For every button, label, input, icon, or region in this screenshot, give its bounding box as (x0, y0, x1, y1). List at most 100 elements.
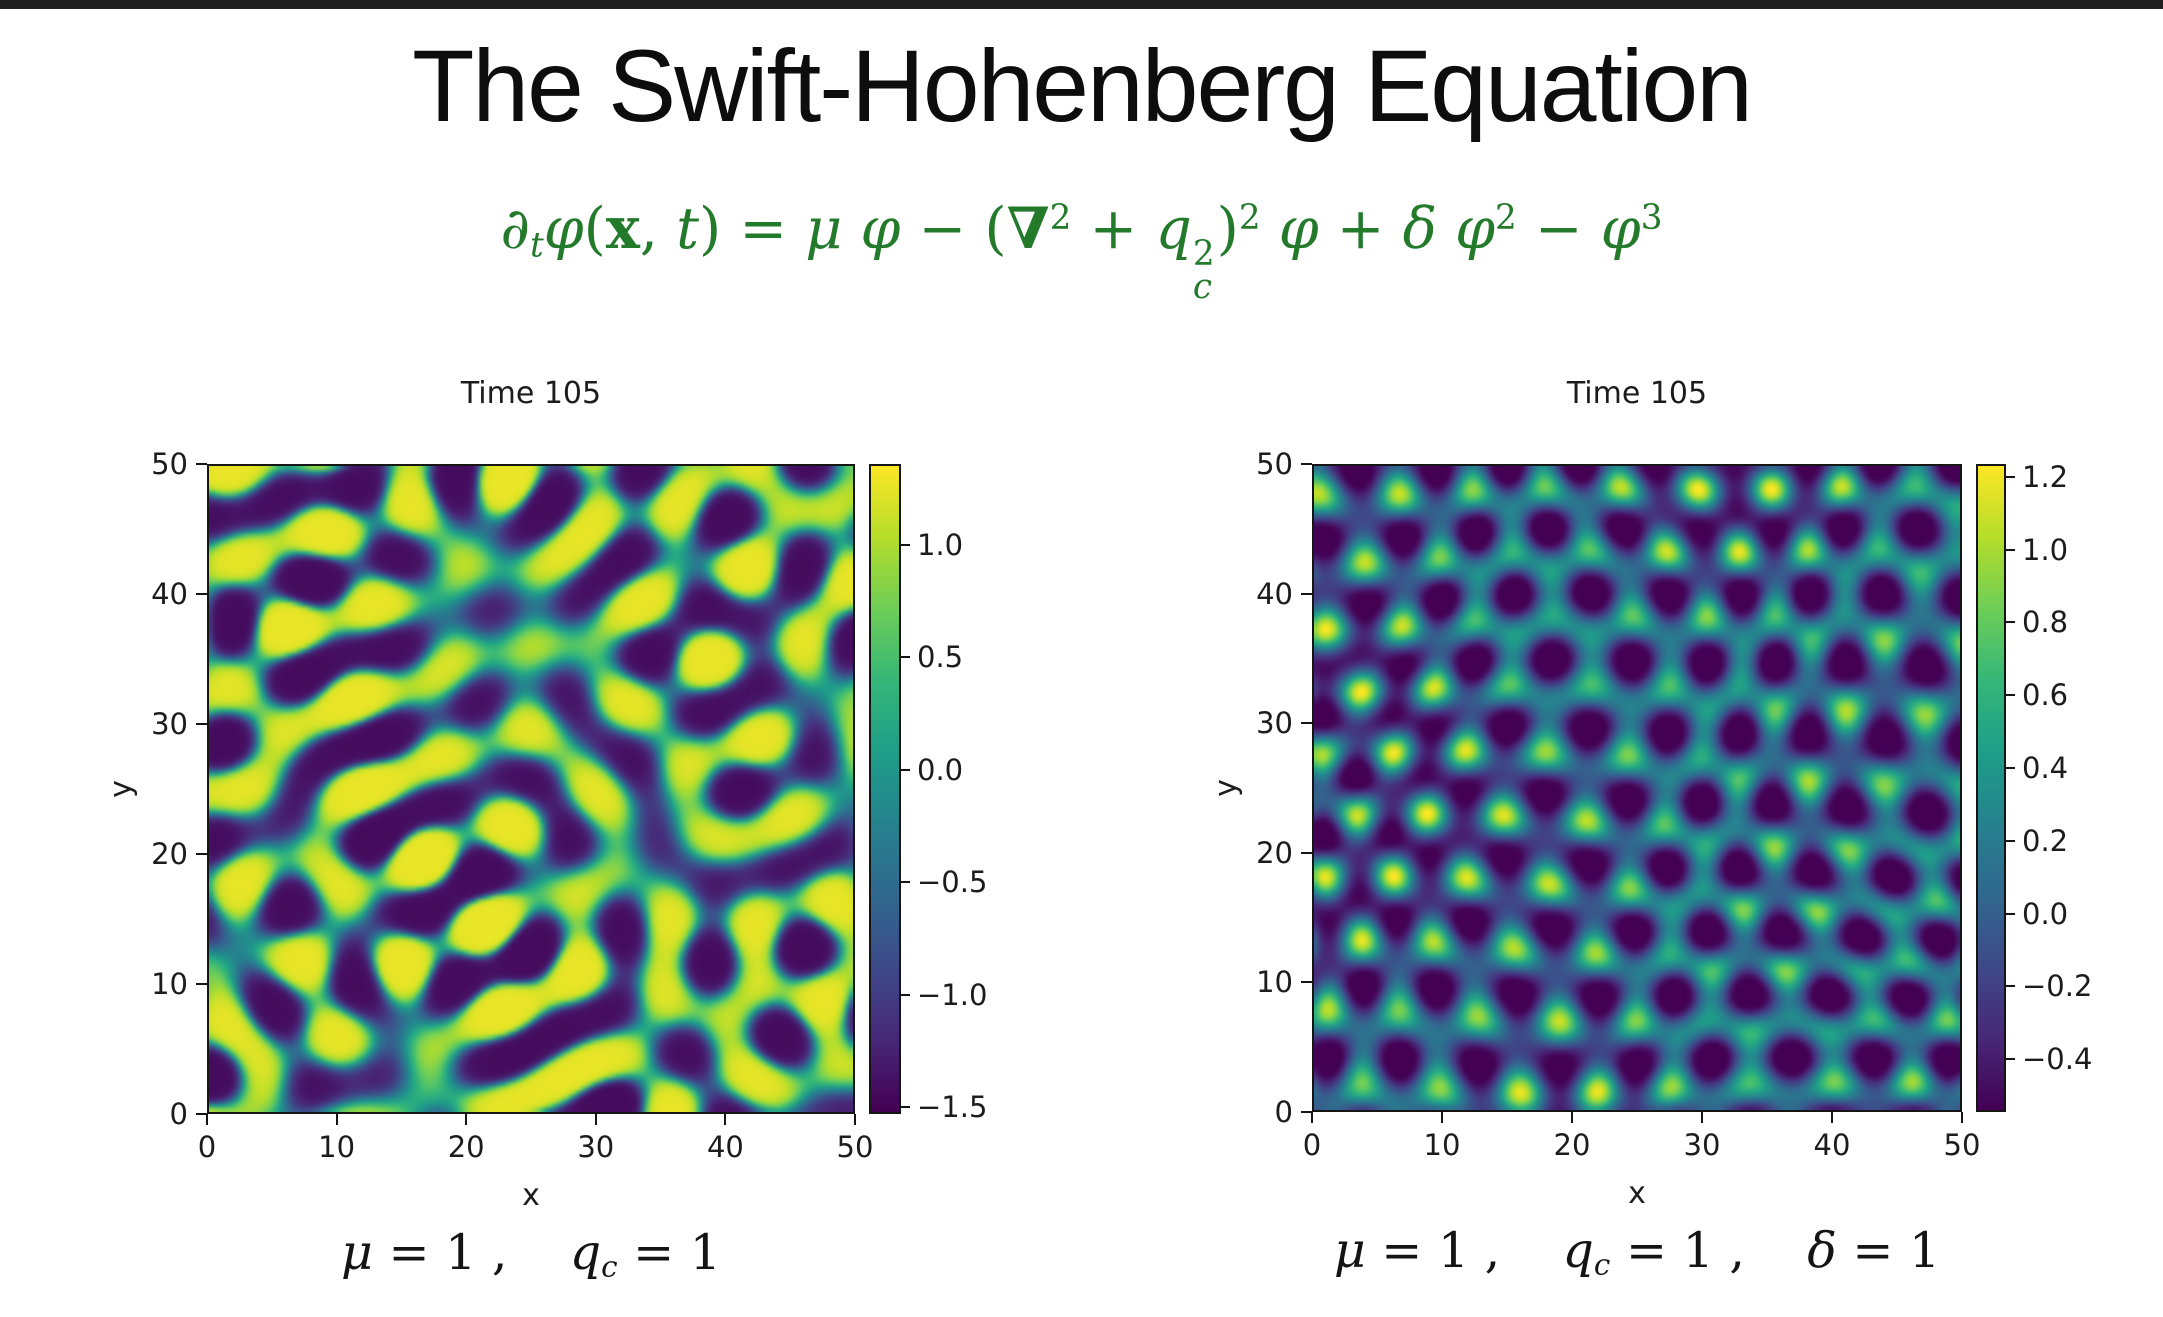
y-axis-label: y (1208, 779, 1244, 797)
colorbar-tick-mark (2004, 621, 2015, 624)
math-segment: φ (543, 196, 584, 262)
colorbar-tick-mark (2004, 475, 2015, 478)
x-tick-mark (1701, 1112, 1703, 1123)
y-tick-mark (1301, 851, 1312, 854)
colorbar-tick-label: 1.0 (917, 527, 964, 562)
y-tick-mark (1301, 1111, 1312, 1113)
y-tick-label: 50 (151, 447, 188, 481)
y-tick-mark (1301, 722, 1312, 725)
colorbar-spots: 1.2 1.0 0.8 0.6 0.4 0.2 0.0 −0.2 −0.4 (1976, 460, 2092, 1112)
x-tick-mark (724, 1114, 727, 1125)
math-segment: μ (341, 1224, 373, 1281)
parameters-caption: μ = 1 , qc = 1 , δ = 1 (1312, 1222, 1962, 1281)
math-segment: t (529, 225, 544, 266)
x-tick-label: 0 (197, 1130, 217, 1164)
x-tick-mark (465, 1114, 468, 1125)
x-tick-label: 10 (318, 1130, 356, 1164)
colorbar-tick-mark (899, 993, 910, 996)
colorbar-tick-mark (2004, 912, 2015, 915)
y-tick-mark (1301, 981, 1312, 984)
colorbar-tick-mark (2004, 1058, 2015, 1061)
math-segment: c (601, 1249, 618, 1284)
x-tick-label: 50 (1943, 1128, 1981, 1162)
colorbar-tick-label: −1.5 (917, 1090, 988, 1125)
math-segment: , (639, 196, 677, 262)
math-segment: − (1516, 196, 1601, 262)
math-segment: t (676, 196, 700, 262)
colorbar-tick-label: −0.2 (2022, 969, 2093, 1004)
x-tick-label: 50 (836, 1130, 874, 1164)
math-segment: q (569, 1224, 602, 1281)
colorbar-tick-label: 0.4 (2022, 750, 2069, 785)
x-tick-label: 20 (1553, 1128, 1591, 1162)
math-segment (1261, 196, 1279, 262)
figure-title: Time 105 (460, 376, 602, 411)
x-tick-mark (1311, 1112, 1313, 1123)
x-tick-mark (206, 1114, 208, 1125)
colorbar-canvas (1978, 466, 2004, 1110)
colorbar-tick-label: −1.0 (917, 977, 988, 1012)
colorbar-tick-mark (2004, 985, 2015, 988)
math-segment: 2 (1495, 198, 1517, 239)
math-segment: μ (1333, 1222, 1366, 1279)
colorbar-tick-mark (899, 768, 910, 771)
math-segment: ) (1216, 196, 1239, 262)
x-tick-label: 40 (1813, 1128, 1851, 1162)
math-segment: = 1 (1836, 1222, 1941, 1279)
colorbar-tick-mark (2004, 766, 2015, 769)
heatmap-plot-stripes (207, 464, 855, 1114)
y-tick-mark (196, 853, 207, 855)
math-segment: ( (583, 196, 606, 262)
colorbar-tick-label: 0.0 (2022, 896, 2069, 931)
heatmap-canvas-stripes (209, 466, 853, 1112)
math-segment: δ (1807, 1222, 1837, 1279)
x-tick-label: 10 (1423, 1128, 1461, 1162)
math-segment: = 1 , (1610, 1222, 1745, 1279)
y-tick-mark (196, 463, 207, 465)
x-tick-label: 30 (1683, 1128, 1721, 1162)
y-tick-label: 30 (1256, 706, 1293, 741)
x-tick-label: 40 (706, 1130, 744, 1164)
x-tick-mark (1571, 1112, 1573, 1123)
heatmap-plot-spots (1312, 464, 1962, 1112)
x-tick-mark (1831, 1112, 1833, 1123)
math-segment: ) = (699, 196, 806, 262)
x-tick-mark (1441, 1112, 1443, 1123)
colorbar-tick-mark (899, 543, 910, 546)
math-segment: = 1 , (372, 1224, 508, 1281)
math-segment: 2 (1238, 198, 1261, 239)
math-segment (842, 196, 860, 262)
math-segment (1745, 1222, 1807, 1279)
colorbar-tick-label: 0.2 (2022, 823, 2069, 858)
colorbar-tick-label: −0.5 (917, 865, 988, 900)
parameters-caption: μ = 1 , qc = 1 (207, 1224, 855, 1283)
colorbar-tick-mark (2004, 548, 2015, 551)
math-segment: q (1562, 1222, 1594, 1279)
page-title: The Swift-Hohenberg Equation (412, 29, 1753, 143)
math-segment: x (605, 195, 640, 262)
math-segment: ∇ (1006, 195, 1050, 262)
x-tick-label: 20 (447, 1130, 485, 1164)
top-bar (0, 0, 2163, 9)
math-segment: 3 (1640, 198, 1663, 239)
math-segment: = 1 (617, 1224, 721, 1281)
colorbar-tick-label: 0.8 (2022, 605, 2069, 640)
colorbar-tick-mark (899, 881, 910, 884)
x-tick-mark (854, 1114, 856, 1125)
math-segment: + (1318, 196, 1403, 262)
math-segment: φ (1278, 196, 1319, 262)
math-segment: + (1071, 196, 1156, 262)
y-tick-label: 50 (1256, 447, 1293, 481)
colorbar-tick-mark (899, 1106, 910, 1109)
colorbar-canvas (871, 466, 899, 1112)
y-tick-mark (196, 723, 207, 725)
colorbar-tick-mark (2004, 694, 2015, 697)
x-tick-label: 30 (577, 1130, 615, 1164)
x-tick-label: 0 (1302, 1128, 1322, 1162)
math-segment: 2 (1049, 198, 1072, 239)
y-tick-label: 20 (151, 837, 188, 871)
colorbar-tick-label: 0.5 (917, 640, 964, 675)
math-segment: φ (860, 196, 901, 262)
